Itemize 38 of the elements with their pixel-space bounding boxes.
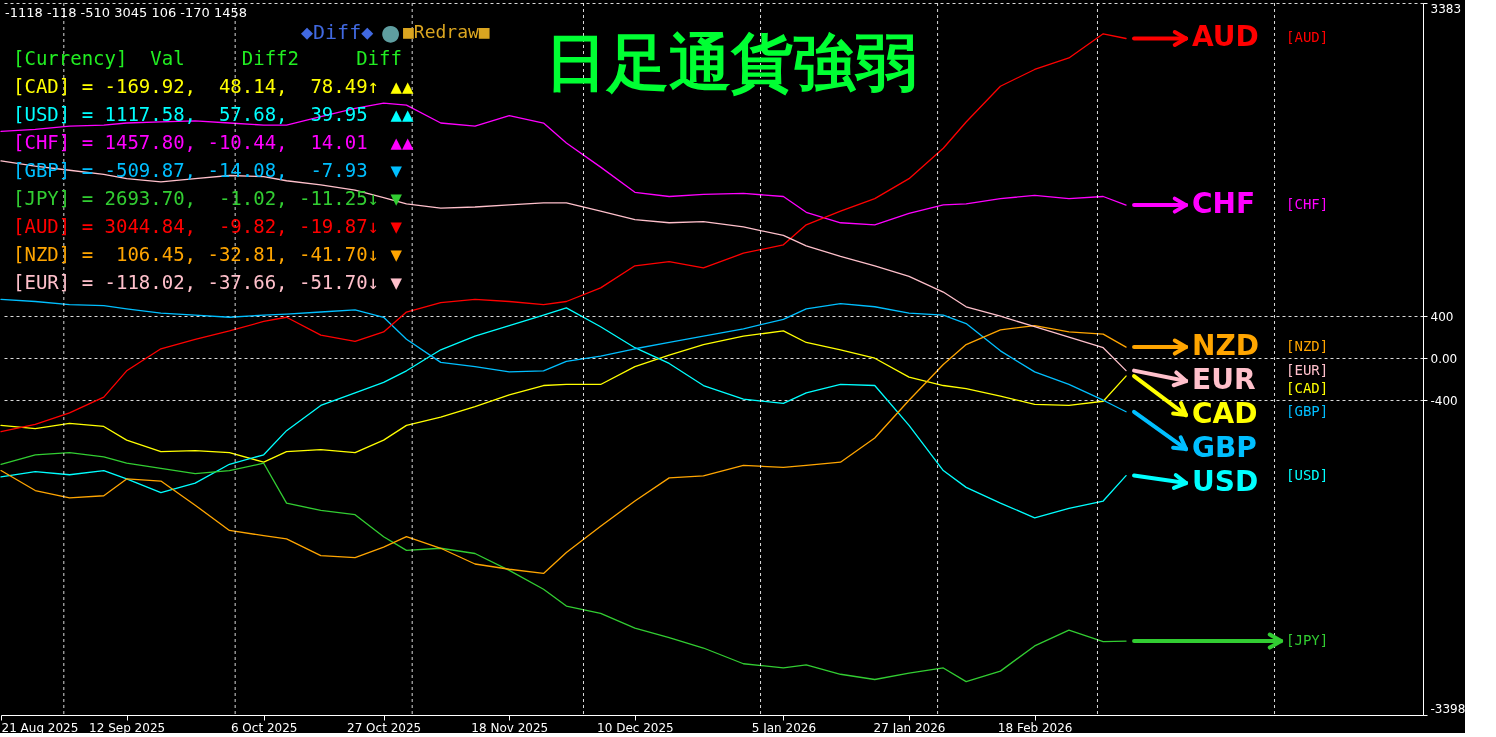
- y-tick-label: 0.00: [1430, 351, 1458, 366]
- annotation: ●: [381, 20, 401, 45]
- annotation: GBP: [1192, 431, 1257, 465]
- annotation: [CHF] = 1457.80, -10.44, 14.01 ▲▲: [13, 131, 414, 153]
- text: [EUR]: [1286, 361, 1329, 378]
- x-tick-label: 10 Dec 2025: [597, 720, 674, 735]
- text: [AUD]: [1286, 29, 1329, 46]
- annotation: NZD: [1192, 329, 1260, 363]
- annotation: [NZD] = 106.45, -32.81, -41.70↓ ▼: [13, 243, 403, 265]
- text: [GBP]: [1286, 402, 1329, 419]
- text: [USD]: [1286, 466, 1329, 483]
- annotation: CHF: [1192, 187, 1256, 221]
- annotation: [AUD] = 3044.84, -9.82, -19.87↓ ▼: [13, 215, 403, 237]
- x-tick-label: 5 Jan 2026: [751, 720, 817, 735]
- text: [CAD]: [1286, 379, 1329, 396]
- annotation: ◆Diff◆: [301, 20, 374, 44]
- x-tick-label: 27 Jan 2026: [873, 720, 946, 735]
- annotation: [JPY]: [1286, 632, 1329, 649]
- x-tick-label: 18 Feb 2026: [997, 720, 1073, 735]
- x-tick-label: 18 Nov 2025: [471, 720, 549, 735]
- text: [NZD]: [1286, 338, 1329, 355]
- annotation: ■Redraw■: [403, 21, 490, 42]
- y-tick-label: 3383: [1430, 1, 1462, 16]
- y-tick-label: -3398: [1430, 701, 1466, 716]
- y-tick-label: -400: [1430, 393, 1458, 408]
- annotation: EUR: [1192, 363, 1256, 397]
- annotation: CAD: [1192, 397, 1258, 431]
- annotation: AUD: [1192, 20, 1259, 54]
- chart-title: 日足通貨強弱: [545, 26, 917, 99]
- x-tick-label: 6 Oct 2025: [230, 720, 298, 735]
- annotation: [EUR] = -118.02, -37.66, -51.70↓ ▼: [13, 271, 403, 293]
- annotation: [CAD] = -169.92, 48.14, 78.49↑ ▲▲: [13, 75, 414, 97]
- annotation: [Currency] Val Diff2 Diff: [13, 47, 402, 69]
- text: [CHF]: [1286, 196, 1329, 213]
- annotation: -1118 -118 -510 3045 106 -170 1458: [5, 5, 248, 20]
- annotation: USD: [1192, 465, 1259, 499]
- x-tick-label: 27 Oct 2025: [347, 720, 422, 735]
- y-tick-label: 400: [1430, 309, 1454, 324]
